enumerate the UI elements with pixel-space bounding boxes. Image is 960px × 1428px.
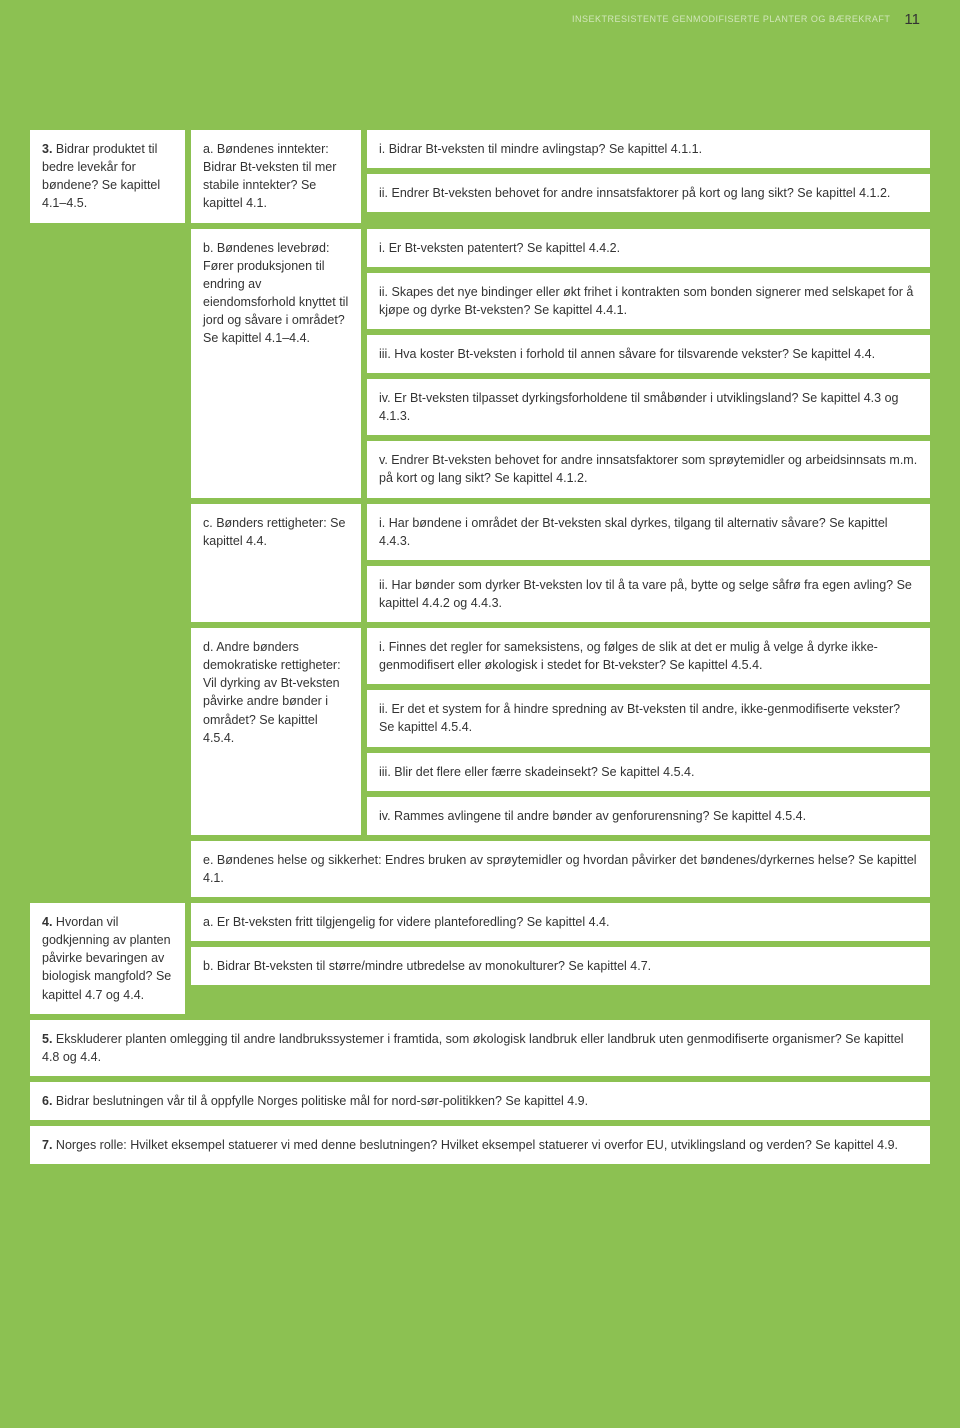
q6-cell: 6. Bidrar beslutningen vår til å oppfyll…	[30, 1082, 930, 1120]
row-3e: e. Bøndenes helse og sikkerhet: Endres b…	[30, 841, 930, 897]
q3b-v: v. Endrer Bt-veksten behovet for andre i…	[367, 441, 930, 497]
q7-number: 7.	[42, 1138, 52, 1152]
q3b-iii: iii. Hva koster Bt-veksten i forhold til…	[367, 335, 930, 373]
q3c-ii: ii. Har bønder som dyrker Bt-veksten lov…	[367, 566, 930, 622]
q5-cell: 5. Ekskluderer planten omlegging til and…	[30, 1020, 930, 1076]
q3-text: Bidrar produktet til bedre levekår for b…	[42, 142, 160, 210]
q4-items: a. Er Bt-veksten fritt tilgjengelig for …	[191, 903, 930, 1014]
row-4: 4. Hvordan vil godkjenning av planten på…	[30, 903, 930, 1014]
q6-number: 6.	[42, 1094, 52, 1108]
q3b-spacer	[30, 229, 185, 498]
q3b-iv: iv. Er Bt-veksten tilpasset dyrkingsforh…	[367, 379, 930, 435]
q3d-iii: iii. Blir det flere eller færre skadeins…	[367, 753, 930, 791]
q3a-label: a. Bøndenes inntekter: Bidrar Bt-veksten…	[191, 130, 361, 223]
row-3c: c. Bønders rettigheter: Se kapittel 4.4.…	[30, 504, 930, 623]
q3e-text: e. Bøndenes helse og sikkerhet: Endres b…	[191, 841, 930, 897]
row-5: 5. Ekskluderer planten omlegging til and…	[30, 1020, 930, 1076]
q3a-items: i. Bidrar Bt-veksten til mindre avlingst…	[367, 130, 930, 223]
q3-number: 3.	[42, 142, 52, 156]
q5-number: 5.	[42, 1032, 52, 1046]
q4-number: 4.	[42, 915, 52, 929]
q3d-ii: ii. Er det et system for å hindre spredn…	[367, 690, 930, 746]
page-number: 11	[904, 9, 920, 32]
q3e-wrap: e. Bøndenes helse og sikkerhet: Endres b…	[191, 841, 930, 897]
q3c-items: i. Har bøndene i området der Bt-veksten …	[367, 504, 930, 623]
q3d-label: d. Andre bønders demokratiske rettighete…	[191, 628, 361, 835]
q4-cell: 4. Hvordan vil godkjenning av planten på…	[30, 903, 185, 1014]
q7-text: Norges rolle: Hvilket eksempel statuerer…	[52, 1138, 898, 1152]
q4-text: Hvordan vil godkjenning av planten påvir…	[42, 915, 171, 1002]
row-3a: 3. Bidrar produktet til bedre levekår fo…	[30, 130, 930, 223]
page-header: INSEKTRESISTENTE GENMODIFISERTE PLANTER …	[0, 0, 960, 40]
q3d-items: i. Finnes det regler for sameksistens, o…	[367, 628, 930, 835]
q4b: b. Bidrar Bt-veksten til større/mindre u…	[191, 947, 930, 985]
q5-text: Ekskluderer planten omlegging til andre …	[42, 1032, 904, 1064]
q3d-i: i. Finnes det regler for sameksistens, o…	[367, 628, 930, 684]
top-spacer	[0, 40, 960, 130]
q3c-spacer	[30, 504, 185, 623]
q6-text: Bidrar beslutningen vår til å oppfylle N…	[52, 1094, 588, 1108]
q3-cell: 3. Bidrar produktet til bedre levekår fo…	[30, 130, 185, 223]
running-title: INSEKTRESISTENTE GENMODIFISERTE PLANTER …	[572, 13, 890, 27]
q3b-ii: ii. Skapes det nye bindinger eller økt f…	[367, 273, 930, 329]
q3b-i: i. Er Bt-veksten patentert? Se kapittel …	[367, 229, 930, 267]
q3a-i: i. Bidrar Bt-veksten til mindre avlingst…	[367, 130, 930, 168]
row-6: 6. Bidrar beslutningen vår til å oppfyll…	[30, 1082, 930, 1120]
q3d-iv: iv. Rammes avlingene til andre bønder av…	[367, 797, 930, 835]
page: INSEKTRESISTENTE GENMODIFISERTE PLANTER …	[0, 0, 960, 1428]
row-7: 7. Norges rolle: Hvilket eksempel statue…	[30, 1126, 930, 1164]
q3e-spacer	[30, 841, 185, 897]
q7-cell: 7. Norges rolle: Hvilket eksempel statue…	[30, 1126, 930, 1164]
row-3d: d. Andre bønders demokratiske rettighete…	[30, 628, 930, 835]
q4a: a. Er Bt-veksten fritt tilgjengelig for …	[191, 903, 930, 941]
q3c-label: c. Bønders rettigheter: Se kapittel 4.4.	[191, 504, 361, 623]
q3a-ii: ii. Endrer Bt-veksten behovet for andre …	[367, 174, 930, 212]
q3d-spacer	[30, 628, 185, 835]
q3b-label: b. Bøndenes levebrød: Fører produksjonen…	[191, 229, 361, 498]
content-grid: 3. Bidrar produktet til bedre levekår fo…	[0, 130, 960, 1194]
q3c-i: i. Har bøndene i området der Bt-veksten …	[367, 504, 930, 560]
q3b-items: i. Er Bt-veksten patentert? Se kapittel …	[367, 229, 930, 498]
row-3b: b. Bøndenes levebrød: Fører produksjonen…	[30, 229, 930, 498]
